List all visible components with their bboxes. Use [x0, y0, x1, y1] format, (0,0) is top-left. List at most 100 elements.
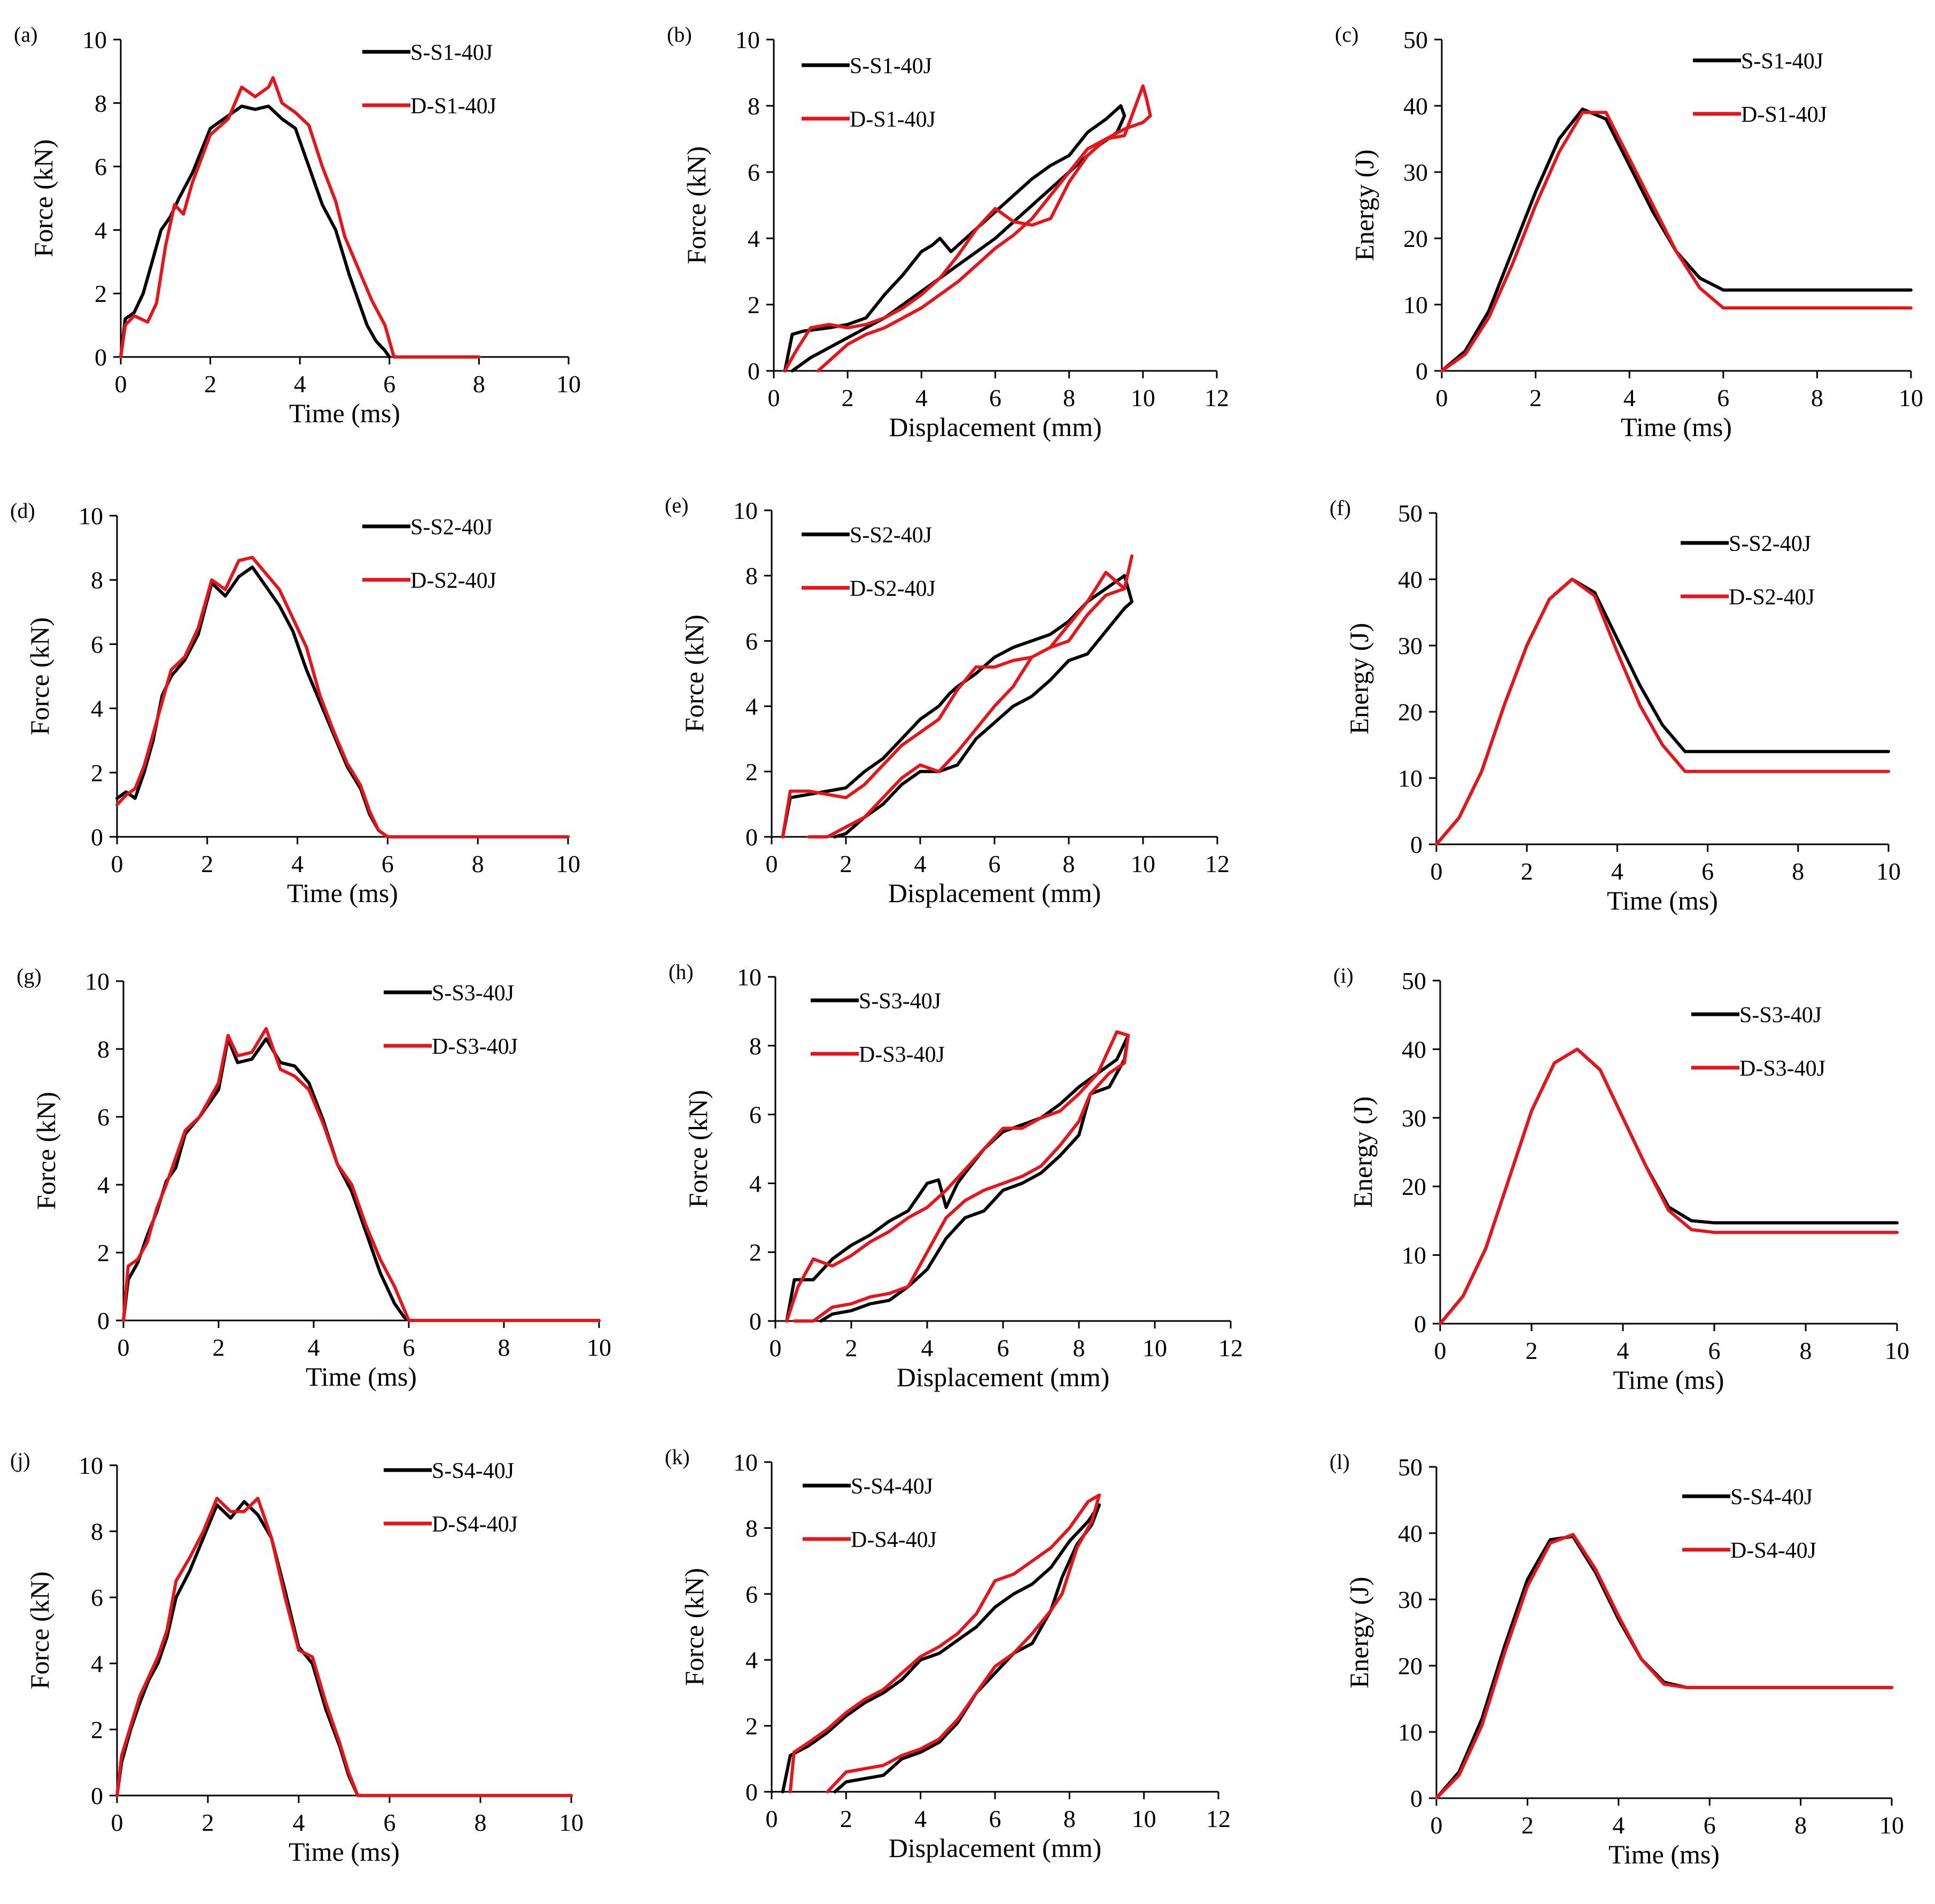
y-tick-label: 0	[748, 358, 760, 385]
y-axis-label: Energy (J)	[1344, 1577, 1374, 1689]
y-tick-label: 20	[1403, 225, 1428, 252]
x-tick-label: 2	[213, 1334, 225, 1361]
x-tick-label: 6	[403, 1334, 415, 1361]
y-tick-label: 0	[749, 1308, 761, 1335]
chart-panel-k: 0 2 4 6 8 10 12 0 2 4 6 8 10 Displacement (mm) Force (…	[665, 1445, 1231, 1863]
y-tick-label: 6	[745, 1581, 758, 1608]
x-tick-label: 4	[291, 850, 304, 877]
y-tick-label: 0	[745, 1778, 758, 1806]
x-tick-label: 8	[1073, 1334, 1085, 1362]
x-tick-label: 4	[921, 1334, 934, 1362]
x-tick-label: 0	[1434, 1337, 1447, 1364]
panel-letter: (c)	[1335, 22, 1358, 46]
y-tick-label: 10	[1398, 1719, 1423, 1746]
x-tick-label: 2	[842, 384, 854, 411]
y-tick-label: 20	[1398, 1652, 1423, 1680]
y-tick-label: 8	[91, 566, 103, 594]
y-axis-label: Energy (J)	[1348, 1097, 1378, 1208]
y-tick-label: 2	[745, 1713, 758, 1740]
y-axis-label: Force (kN)	[681, 146, 711, 265]
y-tick-label: 4	[748, 225, 760, 252]
x-tick-label: 10	[1876, 858, 1901, 885]
chart-panel-e: 0 2 4 6 8 10 12 0 2 4 6 8 10 Displacement (mm) Force (…	[665, 493, 1230, 908]
chart-panel-a: 0 2 4 6 8 10 0 2 4 6 8 10 Time (ms) Force (kN) (a) S-S1…	[14, 22, 581, 428]
y-tick-label: 8	[745, 1514, 758, 1542]
y-tick-label: 10	[733, 497, 758, 524]
x-tick-label: 10	[559, 1809, 584, 1836]
y-tick-label: 10	[737, 963, 761, 991]
legend-label: D-S1-40J	[850, 107, 936, 132]
x-tick-label: 0	[766, 1805, 778, 1832]
y-axis-label: Force (kN)	[25, 1572, 55, 1690]
panel-letter: (k)	[665, 1445, 690, 1469]
x-tick-label: 6	[1701, 858, 1714, 885]
y-tick-label: 0	[1410, 831, 1423, 858]
series-line-S-S3-40J	[1439, 1047, 1899, 1325]
series-line-S-S2-40J	[1435, 578, 1890, 846]
legend-label: D-S1-40J	[1741, 103, 1827, 127]
series-line-D-S2-40J	[1435, 578, 1890, 846]
series-line-S-S1-40J	[1440, 107, 1913, 372]
y-tick-label: 10	[79, 1452, 103, 1479]
y-tick-label: 2	[95, 280, 107, 307]
x-tick-label: 8	[498, 1334, 510, 1361]
y-tick-label: 8	[95, 90, 107, 117]
y-tick-label: 4	[97, 1171, 110, 1199]
y-tick-label: 2	[748, 291, 760, 318]
panel-letter: (g)	[17, 964, 42, 988]
x-tick-label: 6	[989, 384, 1001, 411]
series-line-S-S3-40J	[122, 1037, 601, 1322]
y-axis-label: Force (kN)	[679, 1568, 709, 1686]
x-tick-label: 2	[845, 1334, 858, 1362]
legend-label: D-S4-40J	[1730, 1538, 1816, 1563]
series-line-S-S2-40J	[781, 574, 1134, 838]
y-tick-label: 8	[97, 1036, 110, 1063]
x-tick-label: 4	[294, 370, 306, 398]
x-axis-label: Time (ms)	[1621, 412, 1732, 442]
panel-letter: (j)	[10, 1448, 30, 1472]
legend-label: D-S2-40J	[410, 569, 496, 593]
x-tick-label: 10	[1131, 850, 1155, 877]
series-line-D-S1-40J	[783, 84, 1152, 372]
legend-label: S-S1-40J	[1741, 49, 1823, 74]
y-tick-label: 10	[85, 968, 110, 995]
x-tick-label: 4	[1612, 1812, 1625, 1839]
panel-letter: (i)	[1333, 963, 1354, 988]
chart-panel-g: 0 2 4 6 8 10 0 2 4 6 8 10 Time (ms) Force (kN) (g) S-S3…	[17, 964, 611, 1392]
x-tick-label: 8	[1800, 1337, 1812, 1364]
series-line-D-S1-40J	[119, 76, 481, 359]
x-tick-label: 10	[1132, 1805, 1156, 1832]
series-line-S-S2-40J	[115, 565, 570, 838]
y-tick-label: 50	[1402, 967, 1426, 994]
series-line-D-S2-40J	[781, 554, 1134, 838]
y-tick-label: 0	[97, 1307, 110, 1334]
y-tick-label: 2	[749, 1239, 761, 1266]
chart-panel-f: 0 2 4 6 8 10 0 10 20 30 40 50 Time (ms) Energy (J) (f)…	[1330, 496, 1901, 915]
y-tick-label: 6	[748, 159, 760, 186]
x-tick-label: 2	[1529, 384, 1542, 411]
x-tick-label: 2	[202, 1809, 214, 1836]
legend-label: D-S3-40J	[859, 1043, 945, 1067]
panel-letter: (h)	[669, 960, 694, 984]
x-tick-label: 0	[1431, 1812, 1443, 1839]
series-line-S-S1-40J	[783, 104, 1126, 372]
legend-label: D-S2-40J	[850, 577, 936, 601]
y-tick-label: 40	[1403, 92, 1428, 120]
y-tick-label: 4	[745, 1646, 758, 1674]
x-tick-label: 12	[1206, 1805, 1231, 1832]
x-tick-label: 8	[1063, 850, 1075, 877]
panel-letter: (f)	[1330, 496, 1351, 520]
x-axis-label: Time (ms)	[287, 878, 398, 908]
y-axis-label: Force (kN)	[31, 1092, 61, 1210]
x-tick-label: 8	[1792, 858, 1804, 885]
y-tick-label: 2	[91, 1716, 103, 1743]
chart-panel-b: 0 2 4 6 8 10 12 0 2 4 6 8 10 Displacement (mm) Force (…	[667, 22, 1229, 442]
series-line-S-S3-40J	[785, 1033, 1130, 1323]
y-tick-label: 8	[748, 92, 760, 120]
y-tick-label: 40	[1398, 1520, 1423, 1547]
x-tick-label: 6	[384, 1809, 396, 1836]
y-tick-label: 4	[91, 695, 103, 722]
x-tick-label: 12	[1205, 850, 1230, 877]
x-axis-label: Displacement (mm)	[889, 412, 1102, 442]
